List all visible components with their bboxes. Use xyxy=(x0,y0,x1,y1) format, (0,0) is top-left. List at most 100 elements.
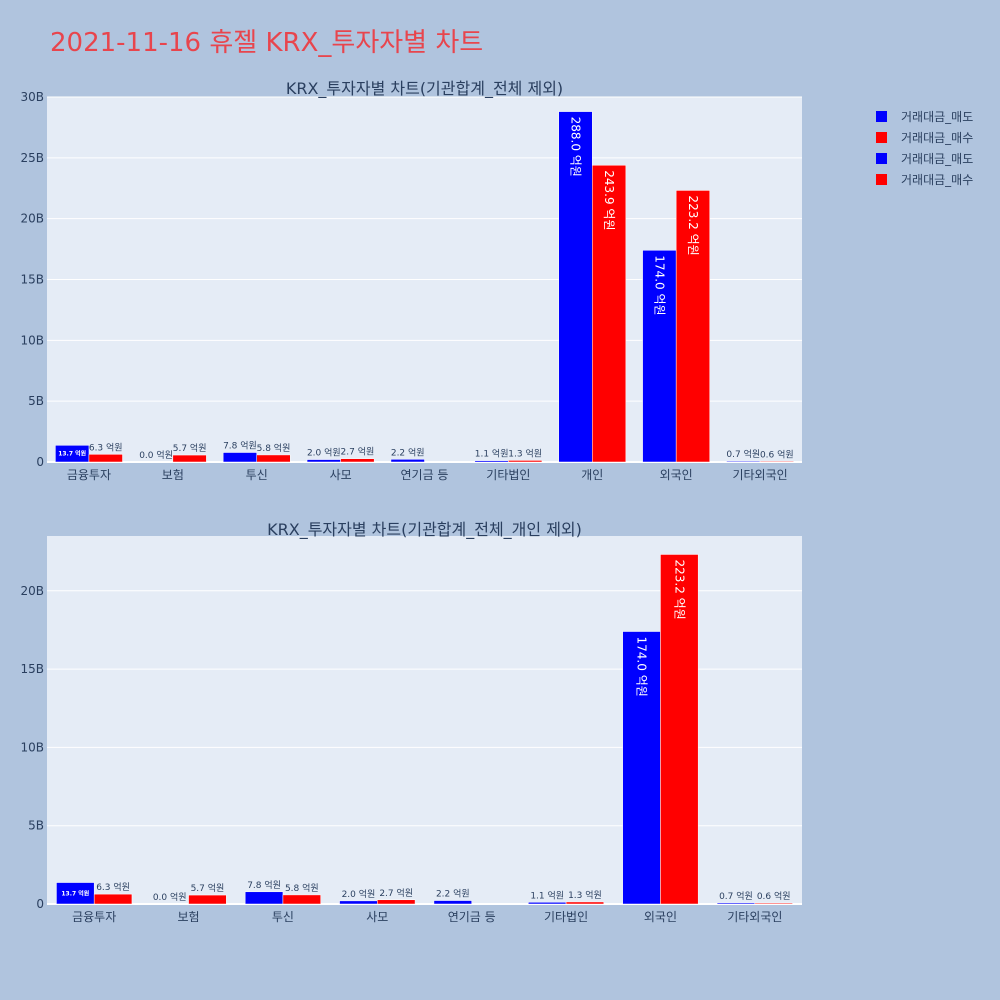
data-label: 5.7 억원 xyxy=(191,882,225,894)
legend-item[interactable]: 거래대금_매수 xyxy=(876,127,973,148)
bar xyxy=(88,454,123,463)
y-tick-label: 20B xyxy=(20,212,44,226)
bar xyxy=(622,631,661,905)
bar xyxy=(339,900,378,905)
data-label: 2.0 억원 xyxy=(342,888,376,900)
data-label: 5.8 억원 xyxy=(285,882,319,894)
bar xyxy=(222,452,257,463)
legend: 거래대금_매도 거래대금_매수 거래대금_매도 거래대금_매수 xyxy=(876,106,973,190)
chart-title: KRX_투자자별 차트(기관합계_전체_개인 제외) xyxy=(267,520,582,540)
bar xyxy=(172,454,207,463)
data-label: 5.8 억원 xyxy=(257,442,291,454)
data-label: 5.7 억원 xyxy=(173,442,207,454)
bar xyxy=(592,165,627,463)
x-tick-label: 투신 xyxy=(272,910,294,924)
y-tick-label: 10B xyxy=(20,740,44,754)
bar xyxy=(256,454,291,463)
bar xyxy=(759,461,794,463)
x-tick-label: 금융투자 xyxy=(72,910,116,924)
data-label: 1.1 억원 xyxy=(530,889,564,901)
legend-item[interactable]: 거래대금_매도 xyxy=(876,106,973,127)
y-tick-label: 5B xyxy=(28,394,44,408)
bar xyxy=(390,459,425,463)
x-tick-label: 금융투자 xyxy=(67,468,111,482)
bar xyxy=(754,902,793,905)
legend-item[interactable]: 거래대금_매도 xyxy=(876,148,973,169)
legend-item[interactable]: 거래대금_매수 xyxy=(876,169,973,190)
bar xyxy=(660,554,699,905)
x-tick-label: 기타법인 xyxy=(486,468,530,482)
data-label: 0.7 억원 xyxy=(726,448,760,460)
x-tick-label: 연기금 등 xyxy=(448,910,496,924)
data-label: 243.9 억원 xyxy=(602,170,616,230)
bar xyxy=(377,899,416,905)
x-tick-label: 기타외국인 xyxy=(732,468,787,482)
data-label: 2.7 억원 xyxy=(341,446,375,458)
data-label: 0.6 억원 xyxy=(760,448,794,460)
data-label: 2.2 억원 xyxy=(436,888,470,900)
y-tick-label: 0 xyxy=(36,897,44,911)
legend-swatch-icon xyxy=(876,153,887,164)
bar xyxy=(726,460,761,463)
bar xyxy=(716,902,756,905)
legend-label: 거래대금_매도 xyxy=(901,152,974,166)
data-label: 2.2 억원 xyxy=(391,446,425,458)
data-label: 2.0 억원 xyxy=(307,447,341,459)
bar xyxy=(306,459,341,463)
bar xyxy=(528,902,567,905)
bar xyxy=(188,894,227,905)
data-label: 0.7 억원 xyxy=(719,890,753,902)
x-tick-label: 연기금 등 xyxy=(401,468,449,482)
page-title: 2021-11-16 휴젤 KRX_투자자별 차트 xyxy=(50,28,484,58)
data-label: 1.3 억원 xyxy=(568,889,602,901)
data-label: 2.7 억원 xyxy=(379,887,413,899)
data-label: 7.8 억원 xyxy=(247,879,281,891)
bar xyxy=(244,891,284,905)
bar xyxy=(508,460,543,463)
y-tick-label: 30B xyxy=(20,90,44,104)
data-label: 6.3 억원 xyxy=(89,441,123,453)
data-label: 13.7 억원 xyxy=(61,889,89,897)
data-label: 223.2 억원 xyxy=(672,559,686,619)
bar xyxy=(93,893,133,905)
data-label: 6.3 억원 xyxy=(96,881,130,893)
y-tick-label: 20B xyxy=(20,584,44,598)
data-label: 174.0 억원 xyxy=(635,637,649,697)
data-label: 0.6 억원 xyxy=(757,890,791,902)
y-tick-label: 25B xyxy=(20,151,44,165)
bar xyxy=(675,190,710,463)
legend-swatch-icon xyxy=(876,111,887,122)
bar xyxy=(474,460,509,463)
x-tick-label: 기타외국인 xyxy=(727,910,782,924)
x-tick-label: 외국인 xyxy=(660,468,693,482)
bar xyxy=(340,458,375,463)
data-label: 223.2 억원 xyxy=(686,195,700,255)
x-tick-label: 외국인 xyxy=(644,910,677,924)
x-tick-label: 사모 xyxy=(330,468,352,482)
data-label: 0.0 억원 xyxy=(139,449,173,461)
x-tick-label: 사모 xyxy=(366,910,388,924)
data-label: 7.8 억원 xyxy=(223,440,257,452)
legend-label: 거래대금_매수 xyxy=(901,131,974,145)
chart-title: KRX_투자자별 차트(기관합계_전체 제외) xyxy=(286,79,563,99)
bar xyxy=(433,900,472,905)
bar xyxy=(565,901,605,905)
legend-swatch-icon xyxy=(876,174,887,185)
data-label: 13.7 억원 xyxy=(58,450,86,458)
legend-label: 거래대금_매도 xyxy=(901,110,974,124)
bar xyxy=(55,445,90,463)
x-tick-label: 투신 xyxy=(246,468,268,482)
y-tick-label: 15B xyxy=(20,273,44,287)
data-label: 1.1 억원 xyxy=(475,448,509,460)
data-label: 1.3 억원 xyxy=(508,447,542,459)
legend-label: 거래대금_매수 xyxy=(901,173,974,187)
x-tick-label: 개인 xyxy=(581,468,603,482)
y-tick-label: 10B xyxy=(20,333,44,347)
x-tick-label: 보험 xyxy=(162,468,184,482)
y-tick-label: 0 xyxy=(36,455,44,469)
bar xyxy=(642,250,677,463)
data-label: 288.0 억원 xyxy=(569,117,583,177)
x-tick-label: 보험 xyxy=(178,910,200,924)
data-label: 0.0 억원 xyxy=(153,891,187,903)
